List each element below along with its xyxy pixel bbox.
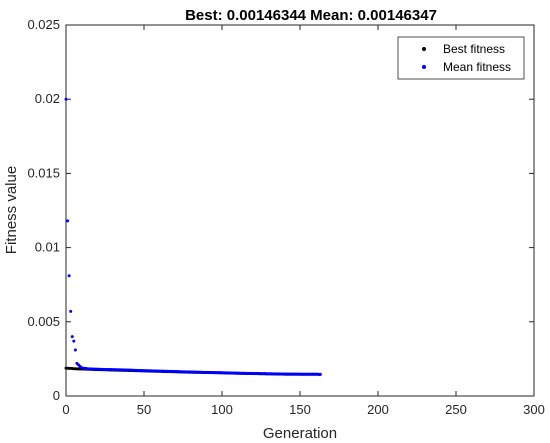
plot-area [65, 24, 535, 397]
data-point [318, 372, 322, 376]
y-tick-label: 0.015 [27, 165, 60, 180]
legend-marker-mean [422, 65, 426, 69]
data-point [70, 335, 74, 339]
x-tick-label: 200 [367, 402, 389, 417]
x-axis: 0 50 100 150 200 250 300 [62, 25, 545, 417]
legend-box [397, 36, 525, 80]
x-tick-label: 250 [445, 402, 467, 417]
x-axis-label: Generation [263, 425, 337, 442]
y-axis-label: Fitness value [3, 166, 20, 254]
data-point [66, 219, 70, 223]
y-tick-label: 0.005 [27, 314, 60, 329]
x-tick-label: 150 [289, 402, 311, 417]
legend-label-mean: Mean fitness [443, 60, 511, 74]
legend-marker-best [422, 47, 426, 51]
chart-title: Best: 0.00146344 Mean: 0.00146347 [185, 7, 437, 24]
data-point [64, 97, 68, 101]
x-tick-label: 300 [523, 402, 545, 417]
y-tick-label: 0.01 [35, 240, 60, 255]
y-tick-label: 0.025 [27, 17, 60, 32]
legend-label-best: Best fitness [443, 42, 505, 56]
y-axis: 0 0.005 0.01 0.015 0.02 0.025 [27, 17, 534, 403]
series-layer [64, 97, 322, 376]
series-mean-fitness [64, 97, 322, 376]
x-tick-label: 0 [62, 402, 69, 417]
legend: Best fitness Mean fitness [397, 36, 525, 80]
x-tick-label: 50 [137, 402, 151, 417]
x-tick-label: 100 [211, 402, 233, 417]
data-point [72, 339, 76, 343]
data-point [67, 274, 71, 278]
y-tick-label: 0 [53, 388, 60, 403]
data-point [73, 348, 77, 352]
y-tick-label: 0.02 [35, 91, 60, 106]
data-point [69, 309, 73, 313]
